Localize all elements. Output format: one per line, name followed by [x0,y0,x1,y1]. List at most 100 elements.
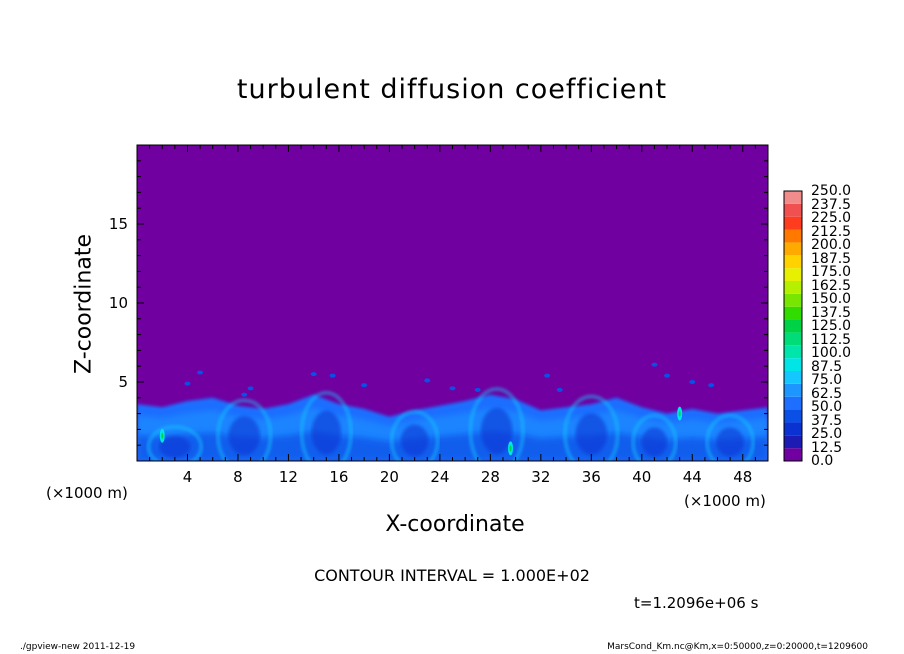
x-tick-label: 8 [233,468,243,486]
eddy-core [716,427,744,457]
peak-spot-core [509,445,512,452]
turbulent-patch [664,373,671,378]
colorbar-label: 12.5 [811,439,843,456]
x-tick-label: 48 [733,468,753,486]
colorbar-label: 137.5 [811,304,852,321]
peak-spot-core [678,410,681,417]
time-stamp: t=1.2096e+06 s [634,594,759,612]
colorbar-label: 150.0 [811,291,852,307]
eddy-core [311,410,342,455]
turbulent-patch [689,380,696,384]
eddy-swirl [563,395,620,461]
heatmap-field [137,362,768,461]
colorbar-label: 212.5 [811,223,852,240]
colorbar-segment [784,422,802,436]
peak-spot-core [161,432,164,439]
x-tick-label: 12 [278,468,298,486]
colorbar-label: 37.5 [811,412,843,429]
eddy-swirl [631,414,678,461]
colorbar-label: 62.5 [811,385,843,402]
colorbar-segment [784,281,802,294]
x-axis-label: X-coordinate [385,512,525,537]
colorbar-segment [784,435,802,449]
turbulent-layer-core [137,431,768,461]
eddy-core [641,427,668,457]
y-tick-label: 15 [108,215,128,233]
colorbar-label: 187.5 [811,250,852,267]
turbulent-patch [708,383,715,388]
x-tick-label: 32 [531,468,551,486]
eddy-core [575,413,608,455]
colorbar-label: 225.0 [811,210,852,226]
colorbar-label: 50.0 [811,399,843,415]
colorbar-label: 25.0 [811,426,843,442]
colorbar-segment [784,332,802,346]
colorbar-segment [784,396,802,410]
colorbar-frame [783,190,803,462]
turbulent-patch [329,373,336,378]
colorbar-segment [784,216,802,230]
x-tick-label: 28 [480,468,500,486]
colorbar-segment [784,242,802,256]
x-tick-label: 4 [182,468,193,486]
colorbar-segment [784,345,802,359]
y-axis-unit: (×1000 m) [46,484,128,502]
colorbar-label: 75.0 [811,372,843,388]
colorbar-label: 0.0 [811,453,834,469]
contour-interval-text: CONTOUR INTERVAL = 1.000E+02 [314,566,590,585]
colorbar-segment [784,293,802,307]
eddy-core [480,407,513,455]
x-tick-label: 20 [379,468,399,486]
y-tick-marks [137,144,768,462]
x-tick-marks [136,145,769,461]
colorbar-label: 100.0 [811,345,852,361]
turbulent-patch [474,387,481,392]
colorbar-segment [784,448,802,461]
eddy-swirl [705,414,755,461]
turbulent-patch [424,378,431,383]
y-tick-label: 10 [108,294,128,312]
chart-title: turbulent diffusion coefficient [236,74,668,105]
colorbar-label: 237.5 [811,196,852,213]
colorbar [783,190,803,462]
colorbar-segment [784,371,802,384]
eddy-swirl [216,398,273,461]
colorbar-segment [784,268,802,281]
x-tick-label: 40 [632,468,652,486]
turbulent-patch [449,386,456,391]
turbulent-patch [310,372,317,377]
colorbar-segment [784,409,802,423]
colorbar-segment [784,358,802,371]
y-axis-label: Z-coordinate [71,234,97,374]
colorbar-label: 125.0 [811,318,852,334]
colorbar-label: 175.0 [811,264,852,280]
x-axis-unit: (×1000 m) [684,492,766,510]
colorbar-label: 87.5 [811,358,843,375]
colorbar-segment [784,191,802,204]
colorbar-label: 162.5 [811,277,852,294]
turbulent-patch [197,370,204,375]
turbulent-patch [247,386,254,391]
x-tick-label: 36 [581,468,601,486]
colorbar-segment [784,229,802,243]
turbulent-patch [241,392,248,397]
colorbar-label: 250.0 [811,183,852,199]
turbulent-patch [361,383,368,388]
y-tick-label: 5 [118,373,128,391]
colorbar-segment [784,319,802,333]
x-tick-label: 24 [430,468,450,486]
colorbar-segment [784,383,802,397]
colorbar-label: 112.5 [811,331,852,348]
eddy-core [228,416,261,456]
eddy-swirl [300,391,353,461]
eddy-swirl [390,410,440,461]
turbulent-patch [651,362,658,367]
turbulent-patch [184,381,191,386]
eddy-swirl [147,425,203,461]
eddy-core [159,435,191,458]
turbulent-patch [556,387,563,392]
colorbar-segment [784,255,802,269]
colorbar-segment [784,203,802,217]
eddy-core [400,424,429,457]
